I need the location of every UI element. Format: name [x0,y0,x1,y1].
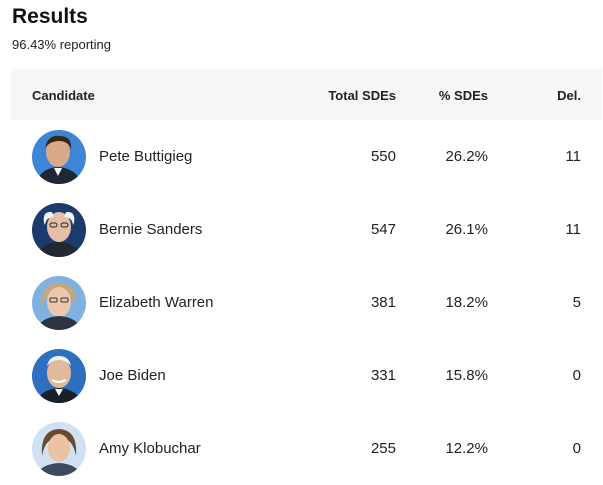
delegates: 11 [565,221,581,238]
candidate-avatar [32,422,86,476]
results-table: Candidate Total SDEs % SDEs Del. Pete Bu… [11,69,602,485]
candidate-photo-icon [32,130,86,184]
delegates: 5 [572,294,581,311]
delegates: 11 [565,148,581,165]
candidate-name: Pete Buttigieg [99,148,193,165]
total-sdes: 547 [370,221,396,238]
candidate-name: Bernie Sanders [99,221,203,238]
candidate-photo-icon [32,422,86,476]
candidate-name: Joe Biden [99,367,166,384]
percent-sdes: 15.8% [445,367,488,384]
total-sdes: 381 [370,294,396,311]
candidate-photo-icon [32,203,86,257]
table-row: Joe Biden 331 15.8% 0 [11,339,602,412]
candidate-name: Elizabeth Warren [99,294,214,311]
delegates: 0 [572,440,581,457]
column-header-total-sdes: Total SDEs [328,88,396,103]
table-row: Bernie Sanders 547 26.1% 11 [11,193,602,266]
total-sdes: 550 [370,148,396,165]
table-row: Pete Buttigieg 550 26.2% 11 [11,120,602,193]
delegates: 0 [572,367,581,384]
percent-sdes: 26.1% [445,221,488,238]
column-header-percent-sdes: % SDEs [438,88,488,103]
page-title: Results [12,5,88,28]
candidate-photo-icon [32,276,86,330]
percent-sdes: 12.2% [445,440,488,457]
column-header-delegates: Del. [557,88,581,103]
total-sdes: 255 [370,440,396,457]
table-row: Elizabeth Warren 381 18.2% 5 [11,266,602,339]
candidate-avatar [32,276,86,330]
table-row: Amy Klobuchar 255 12.2% 0 [11,412,602,485]
candidate-avatar [32,203,86,257]
total-sdes: 331 [370,367,396,384]
candidate-avatar [32,349,86,403]
candidate-name: Amy Klobuchar [99,440,201,457]
table-header: Candidate Total SDEs % SDEs Del. [11,69,602,120]
percent-sdes: 26.2% [445,148,488,165]
reporting-status: 96.43% reporting [12,37,112,52]
column-header-candidate: Candidate [32,88,95,103]
candidate-photo-icon [32,349,86,403]
percent-sdes: 18.2% [445,294,488,311]
candidate-avatar [32,130,86,184]
